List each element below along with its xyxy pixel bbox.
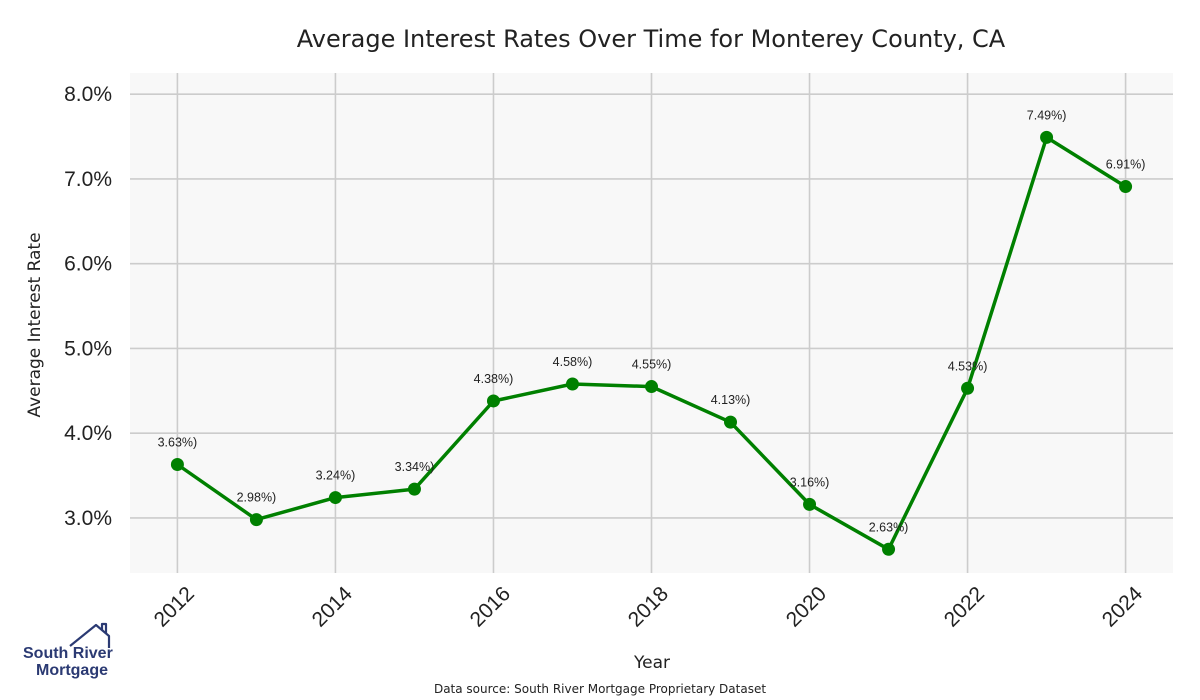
y-tick-label: 6.0% bbox=[64, 253, 112, 276]
house-icon bbox=[69, 622, 111, 648]
y-tick-label: 3.0% bbox=[64, 507, 112, 530]
data-point bbox=[249, 513, 263, 527]
data-label: 4.53%) bbox=[948, 359, 988, 373]
y-tick-label: 8.0% bbox=[64, 83, 112, 106]
data-point bbox=[170, 458, 184, 472]
y-tick-labels: 3.0% 4.0% 5.0% 6.0% 7.0% 8.0% bbox=[64, 83, 112, 530]
x-tick-labels: 2012 2014 2016 2018 2020 2022 2024 bbox=[150, 582, 1148, 632]
logo-line-2: Mortgage bbox=[36, 662, 108, 679]
grid-lines bbox=[130, 73, 1173, 573]
x-tick-label: 2012 bbox=[150, 582, 199, 631]
x-tick-label: 2020 bbox=[782, 582, 831, 631]
data-point bbox=[1119, 180, 1133, 194]
data-label: 3.24%) bbox=[316, 469, 356, 483]
data-label: 4.58%) bbox=[553, 355, 593, 369]
x-tick-label: 2016 bbox=[466, 582, 515, 631]
data-label: 7.49%) bbox=[1027, 108, 1067, 122]
chart-title: Average Interest Rates Over Time for Mon… bbox=[297, 25, 1006, 53]
data-label: 3.16%) bbox=[790, 475, 830, 489]
data-point bbox=[645, 380, 658, 394]
y-tick-label: 4.0% bbox=[64, 422, 112, 445]
x-tick-label: 2018 bbox=[624, 582, 673, 631]
logo: South River Mortgage bbox=[23, 622, 113, 679]
data-points bbox=[170, 130, 1133, 556]
data-point bbox=[328, 491, 342, 505]
data-point bbox=[724, 415, 738, 429]
data-label: 3.34%) bbox=[395, 460, 435, 474]
logo-line-1: South River bbox=[23, 645, 113, 662]
x-axis-label: Year bbox=[633, 653, 670, 673]
x-tick-label: 2022 bbox=[940, 582, 989, 631]
y-tick-label: 5.0% bbox=[64, 337, 112, 360]
data-label: 6.91%) bbox=[1106, 158, 1146, 172]
data-point bbox=[565, 377, 579, 391]
x-tick-label: 2024 bbox=[1098, 582, 1148, 632]
data-point bbox=[803, 497, 817, 511]
y-axis-label: Average Interest Rate bbox=[25, 232, 45, 417]
y-tick-label: 7.0% bbox=[64, 168, 112, 191]
data-label: 4.55%) bbox=[632, 358, 672, 372]
data-point bbox=[961, 381, 975, 395]
data-label: 3.63%) bbox=[158, 436, 198, 450]
data-labels: 3.63%) 2.98%) 3.24%) 3.34%) 4.38%) 4.58%) 4.55… bbox=[158, 108, 1146, 534]
data-point bbox=[407, 482, 421, 496]
data-label: 4.13%) bbox=[711, 393, 751, 407]
data-point bbox=[486, 394, 500, 408]
data-label: 4.38%) bbox=[474, 372, 514, 386]
data-label: 2.98%) bbox=[237, 491, 277, 505]
data-point bbox=[1040, 130, 1054, 144]
source-note: Data source: South River Mortgage Propri… bbox=[434, 682, 766, 696]
data-label: 2.63%) bbox=[869, 520, 909, 534]
data-point bbox=[882, 542, 896, 556]
x-tick-label: 2014 bbox=[308, 582, 358, 632]
